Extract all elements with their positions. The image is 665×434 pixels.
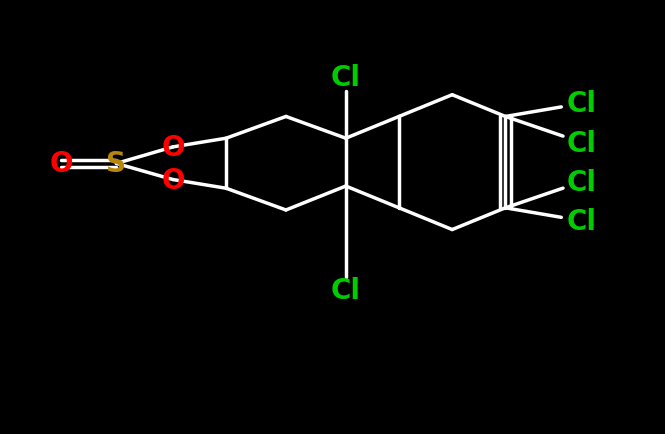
Text: Cl: Cl xyxy=(331,277,361,305)
Text: O: O xyxy=(161,134,185,161)
Text: Cl: Cl xyxy=(567,129,597,157)
Text: Cl: Cl xyxy=(567,168,597,196)
Text: Cl: Cl xyxy=(331,64,361,92)
Text: O: O xyxy=(161,166,185,194)
Text: S: S xyxy=(106,150,126,178)
Text: Cl: Cl xyxy=(567,90,597,118)
Text: Cl: Cl xyxy=(567,207,597,235)
Text: O: O xyxy=(49,150,73,178)
